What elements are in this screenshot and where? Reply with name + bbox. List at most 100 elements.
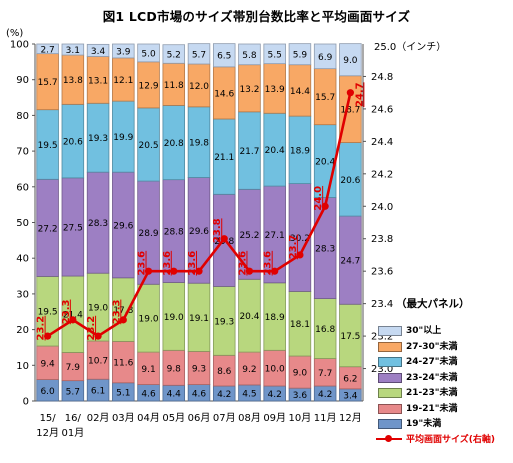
bar-data-label: 21.4 bbox=[63, 311, 83, 321]
avg-size-label: 23.2 bbox=[36, 316, 47, 341]
x-tick-label: 04月 bbox=[137, 412, 160, 424]
avg-size-label: 23.3 bbox=[61, 299, 72, 324]
x-tick-label: 05月 bbox=[162, 412, 185, 424]
bar-data-label: 19.5 bbox=[38, 308, 58, 318]
bar-segment bbox=[137, 43, 160, 63]
avg-size-label: 23.8 bbox=[212, 218, 223, 243]
bar-data-label: 18.9 bbox=[265, 313, 285, 323]
bar-data-label: 4.4 bbox=[167, 390, 182, 400]
y-tick-label: 80 bbox=[16, 111, 29, 122]
legend-marker bbox=[385, 434, 392, 442]
bar-segment bbox=[263, 43, 286, 65]
legend-swatch bbox=[378, 419, 402, 429]
legend-label: 19"未満 bbox=[406, 419, 442, 429]
legend-label: 30"以上 bbox=[406, 326, 442, 336]
legend-title: （最大パネル） bbox=[396, 298, 470, 310]
y-tick-label: 70 bbox=[16, 147, 29, 158]
bar-data-label: 30.2 bbox=[290, 234, 310, 244]
avg-size-label: 24.0 bbox=[313, 186, 324, 211]
bar-data-label: 12.9 bbox=[139, 81, 159, 91]
y2-tick-label: 24.2 bbox=[371, 169, 393, 180]
bar-data-label: 13.1 bbox=[88, 76, 108, 86]
legend-label: 19-21"未満 bbox=[406, 403, 458, 414]
bar-data-label: 15.7 bbox=[315, 93, 335, 103]
bar-data-label: 14.6 bbox=[214, 89, 234, 99]
bar-data-label: 5.9 bbox=[293, 51, 308, 61]
bar-data-label: 10.0 bbox=[265, 365, 285, 375]
bar-data-label: 6.1 bbox=[91, 387, 105, 397]
bar-segment bbox=[339, 43, 362, 77]
bar-data-label: 29.6 bbox=[189, 227, 209, 237]
y2-tick-label: 24.6 bbox=[371, 104, 393, 115]
legend-label: 21-23"未満 bbox=[406, 388, 458, 398]
bar-data-label: 4.5 bbox=[242, 389, 256, 399]
legend-swatch bbox=[378, 357, 402, 367]
bar-data-label: 20.8 bbox=[164, 139, 184, 149]
bar-data-label: 18.7 bbox=[340, 106, 360, 116]
y-tick-label: 100 bbox=[10, 40, 29, 51]
bar-data-label: 8.6 bbox=[217, 367, 232, 377]
bar-data-label: 3.4 bbox=[343, 391, 358, 401]
bar-data-label: 21.7 bbox=[239, 147, 259, 157]
bar-data-label: 3.9 bbox=[116, 47, 131, 57]
avg-size-point bbox=[321, 202, 329, 210]
legend-swatch bbox=[378, 326, 402, 336]
avg-size-point bbox=[271, 267, 279, 275]
avg-size-label: 24.7 bbox=[354, 82, 365, 107]
bar-data-label: 27.2 bbox=[38, 224, 58, 234]
bar-segment bbox=[212, 43, 236, 68]
legend-swatch bbox=[378, 388, 402, 398]
x-tick-label: 15/ bbox=[40, 413, 57, 424]
legend-label: 27-30"未満 bbox=[406, 341, 458, 352]
bar-segment bbox=[313, 43, 337, 70]
bar-segment bbox=[187, 43, 211, 65]
bar-data-label: 11.6 bbox=[113, 359, 133, 369]
bar-segment bbox=[162, 44, 186, 64]
avg-size-label: 23.6 bbox=[162, 251, 173, 276]
avg-size-point bbox=[170, 267, 178, 275]
bar-data-label: 7.7 bbox=[318, 369, 332, 379]
x-tick-label: 16/ bbox=[65, 413, 82, 424]
bar-data-label: 13.2 bbox=[239, 85, 259, 95]
bar-segment bbox=[238, 43, 261, 66]
bar-data-label: 5.0 bbox=[141, 49, 156, 59]
bar-data-label: 20.4 bbox=[239, 312, 259, 322]
y-tick-label: 30 bbox=[16, 289, 29, 300]
bar-data-label: 28.3 bbox=[315, 245, 335, 255]
avg-size-label: 23.3 bbox=[111, 299, 122, 324]
bar-segment bbox=[112, 43, 135, 59]
x-tick-label: 01月 bbox=[61, 427, 84, 439]
avg-size-point bbox=[44, 332, 52, 340]
bar-data-label: 20.4 bbox=[315, 158, 335, 168]
bar-data-label: 18.9 bbox=[290, 146, 310, 156]
bar-data-label: 28.3 bbox=[88, 219, 108, 229]
bar-data-label: 5.8 bbox=[242, 51, 257, 61]
bar-segment bbox=[288, 43, 312, 66]
bar-data-label: 4.6 bbox=[192, 389, 207, 399]
bar-data-label: 19.1 bbox=[189, 314, 209, 324]
avg-size-label: 23.6 bbox=[263, 251, 274, 276]
bar-segment bbox=[86, 43, 110, 57]
avg-size-point bbox=[296, 251, 304, 259]
bar-data-label: 9.2 bbox=[242, 365, 256, 375]
x-tick-label: 08月 bbox=[238, 412, 261, 424]
bar-segment bbox=[36, 43, 59, 55]
bar-data-label: 20.6 bbox=[63, 138, 83, 148]
x-tick-label: 11月 bbox=[314, 412, 337, 424]
y-tick-label: 0 bbox=[23, 397, 29, 408]
y-tick-label: 40 bbox=[16, 254, 29, 265]
x-tick-label: 09月 bbox=[263, 412, 286, 424]
bar-data-label: 17.8 bbox=[113, 306, 133, 316]
bar-data-label: 9.0 bbox=[293, 369, 308, 379]
x-tick-label: 06月 bbox=[188, 412, 211, 424]
bar-data-label: 28.9 bbox=[139, 229, 159, 239]
y2-tick-label: 23.0 bbox=[371, 364, 393, 375]
legend-swatch bbox=[378, 372, 402, 383]
avg-size-label: 23.6 bbox=[137, 251, 148, 276]
bar-data-label: 19.0 bbox=[88, 304, 108, 314]
left-axis-unit: (%) bbox=[6, 28, 24, 39]
bar-data-label: 4.2 bbox=[217, 390, 231, 400]
bar-data-label: 4.6 bbox=[141, 389, 156, 399]
